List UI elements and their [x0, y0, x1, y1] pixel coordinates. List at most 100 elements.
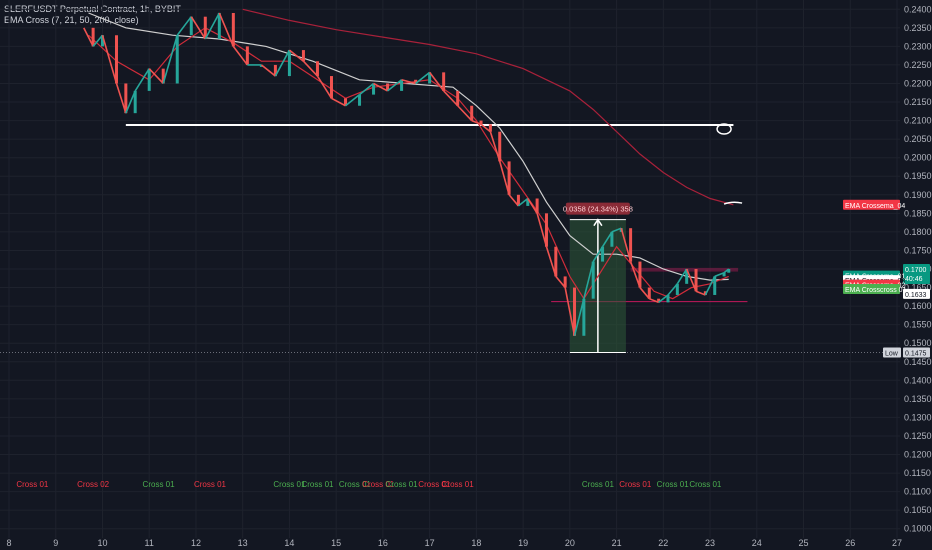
- price-segment: [83, 27, 94, 47]
- price-candle: [301, 50, 305, 62]
- price-candle: [114, 35, 118, 84]
- price-segment: [387, 79, 403, 92]
- x-tick-label: 14: [284, 538, 294, 548]
- y-tick-label: 0.1000: [904, 524, 932, 534]
- y-tick-label: 0.2400: [904, 4, 932, 14]
- price-candle: [273, 64, 277, 77]
- y-tick-label: 0.1400: [904, 375, 932, 385]
- price-segment: [658, 294, 669, 304]
- price-segment: [373, 82, 388, 92]
- price-segment: [415, 71, 431, 85]
- price-candle: [685, 269, 689, 284]
- cross-label: Cross 01: [689, 480, 722, 489]
- price-segment: [601, 231, 613, 248]
- indicator-title: EMA Cross (7, 21, 50, 200, close): [4, 15, 139, 25]
- y-tick-label: 0.1750: [904, 245, 932, 255]
- price-candle: [245, 46, 249, 65]
- price-candle: [582, 298, 586, 336]
- cross-label: Cross 01: [362, 480, 395, 489]
- x-tick-label: 17: [425, 538, 435, 548]
- price-candle: [544, 213, 548, 247]
- right-label: Low: [885, 350, 899, 357]
- price-candle: [175, 35, 179, 84]
- price-candle: [133, 90, 137, 114]
- x-tick-label: 15: [331, 538, 341, 548]
- x-tick-label: 24: [752, 538, 762, 548]
- price-candle: [666, 294, 670, 303]
- price-candle: [507, 161, 511, 195]
- price-candle: [428, 72, 432, 84]
- price-candle: [217, 12, 221, 39]
- y-tick-label: 0.2300: [904, 41, 932, 51]
- y-tick-label: 0.1200: [904, 450, 932, 460]
- price-segment: [695, 290, 706, 296]
- x-tick-label: 26: [845, 538, 855, 548]
- x-tick-label: 16: [378, 538, 388, 548]
- price-segment: [274, 49, 291, 77]
- right-label-bg: [883, 347, 901, 358]
- x-tick-label: 21: [612, 538, 622, 548]
- price-segment: [162, 35, 179, 84]
- price-candle: [358, 94, 362, 106]
- ema-line-ema50: [88, 12, 729, 281]
- price-segment: [204, 12, 221, 40]
- ema-lines: [88, 8, 743, 300]
- x-tick-label: 9: [53, 538, 58, 548]
- price-candle: [610, 231, 614, 247]
- x-tick-label: 12: [191, 538, 201, 548]
- price-segment: [471, 119, 482, 126]
- price-segment: [316, 75, 333, 99]
- right-label-bg: [903, 347, 930, 358]
- y-tick-label: 0.1350: [904, 394, 932, 404]
- y-tick-label: 0.2050: [904, 134, 932, 144]
- right-label-bg: [903, 288, 930, 299]
- y-tick-label: 0.1650: [904, 283, 932, 293]
- price-candle: [400, 79, 404, 91]
- price-candle: [315, 61, 319, 77]
- price-segment: [345, 93, 361, 107]
- price-segment: [527, 198, 538, 214]
- cross-label: Cross 01: [339, 480, 372, 489]
- price-segment: [629, 261, 641, 288]
- price-candle: [100, 35, 104, 47]
- right-label: 0.1475: [905, 350, 927, 357]
- cross-label: Cross 01: [194, 480, 227, 489]
- price-candle: [91, 27, 95, 47]
- right-label-bg: [903, 264, 930, 284]
- cross-label: Cross 01: [301, 480, 334, 489]
- right-label-bg: [843, 284, 900, 295]
- cross-label: Cross 01: [16, 480, 49, 489]
- x-tick-label: 10: [97, 538, 107, 548]
- price-segment: [331, 97, 346, 107]
- price-candle: [647, 287, 651, 299]
- ema-line-ema200: [242, 8, 734, 206]
- price-candle: [573, 287, 577, 336]
- ema-line-ema7: [88, 27, 729, 300]
- price-segment: [583, 261, 594, 299]
- price-candle: [479, 120, 483, 125]
- price-segment: [480, 123, 491, 133]
- price-candle: [372, 83, 376, 95]
- measure-arrowhead: [593, 218, 603, 227]
- price-segment: [685, 268, 697, 292]
- price-segment: [611, 227, 622, 233]
- cross-label: Cross 01: [143, 480, 176, 489]
- right-label: 0.1700: [905, 267, 927, 274]
- price-segment: [232, 45, 248, 66]
- cross-label: Cross 01: [386, 480, 419, 489]
- grid: [0, 0, 900, 538]
- cross-labels: Cross 01 Cross 02 Cross 01 Cross 01 Cross 01…: [16, 480, 722, 489]
- price-candle: [203, 16, 207, 39]
- price-segment: [564, 287, 576, 336]
- resistance-box: [630, 267, 739, 272]
- support-line-loop: [716, 123, 732, 135]
- y-tick-label: 0.1050: [904, 505, 932, 515]
- price-candle: [713, 276, 717, 295]
- cross-label: Cross 01: [418, 480, 451, 489]
- price-segment: [115, 83, 127, 114]
- y-tick-label: 0.1800: [904, 227, 932, 237]
- price-candle: [414, 79, 418, 84]
- y-tick-label: 0.2250: [904, 60, 932, 70]
